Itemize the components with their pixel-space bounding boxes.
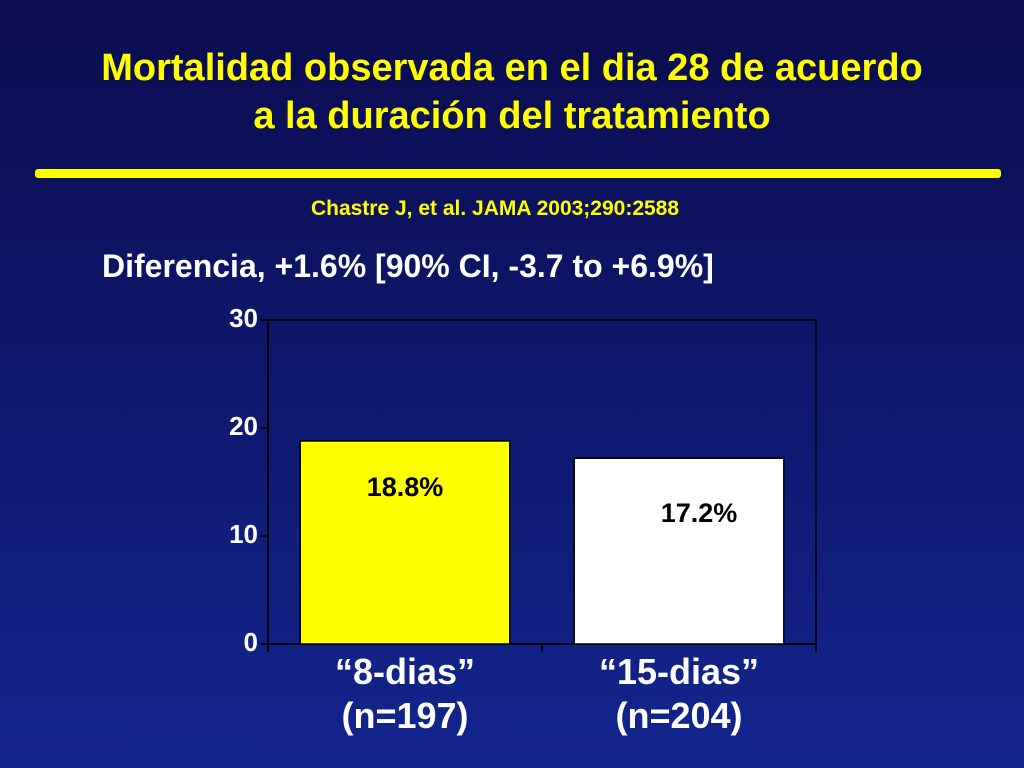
difference-statement: Diferencia, +1.6% [90% CI, -3.7 to +6.9%… [102, 248, 714, 284]
category-label-1-line-1: “8-dias” [335, 651, 475, 692]
title-divider [35, 169, 1001, 178]
y-tick-label: 20 [229, 411, 258, 441]
title-line-2: a la duración del tratamiento [253, 95, 771, 137]
title-line-1: Mortalidad observada en el dia 28 de acu… [101, 47, 923, 89]
category-label-2-line-2: (n=204) [615, 695, 742, 736]
bar-1 [299, 440, 511, 645]
category-label-1-line-2: (n=197) [341, 695, 468, 736]
category-label-2-line-1: “15-dias” [599, 651, 759, 692]
y-tick-label: 10 [229, 519, 258, 549]
data-label-1: 18.8% [367, 472, 444, 502]
citation: Chastre J, et al. JAMA 2003;290:2588 [310, 197, 680, 220]
bar-2 [573, 457, 785, 645]
y-tick-label: 30 [229, 303, 258, 333]
y-tick-label: 0 [244, 627, 258, 657]
slide-title: Mortalidad observada en el dia 28 de acu… [0, 44, 1024, 140]
data-label-2: 17.2% [661, 498, 738, 528]
